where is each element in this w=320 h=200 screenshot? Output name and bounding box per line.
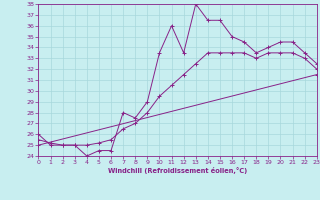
X-axis label: Windchill (Refroidissement éolien,°C): Windchill (Refroidissement éolien,°C) xyxy=(108,167,247,174)
